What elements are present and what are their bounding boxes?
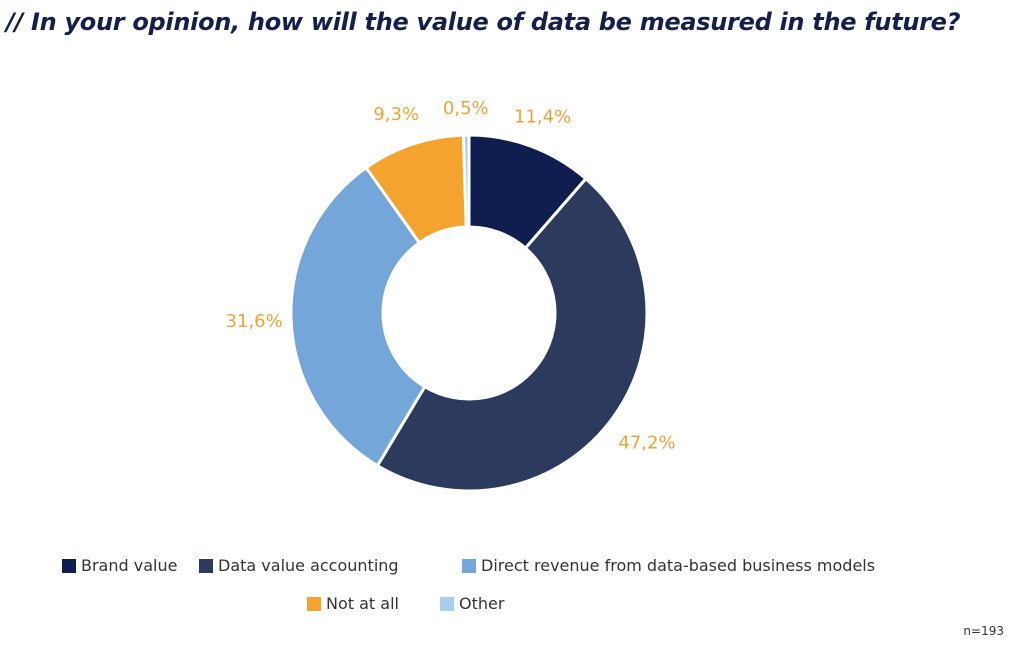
legend-swatch xyxy=(199,558,213,573)
data-label: 0,5% xyxy=(443,98,489,119)
data-label: 11,4% xyxy=(514,106,571,127)
legend-item: Other xyxy=(440,594,504,613)
data-label: 31,6% xyxy=(226,311,283,332)
data-label: 9,3% xyxy=(373,104,419,125)
slice-other xyxy=(461,133,471,229)
legend-item: Not at all xyxy=(307,594,399,613)
sample-size-label: n=193 xyxy=(963,624,1004,638)
legend-swatch xyxy=(62,558,76,573)
legend-item: Brand value xyxy=(62,556,177,575)
legend-label: Direct revenue from data-based business … xyxy=(481,556,876,575)
legend-item: Data value accounting xyxy=(199,556,399,575)
legend-label: Other xyxy=(459,594,505,613)
legend-swatch xyxy=(462,558,476,573)
legend-item: Direct revenue from data-based business … xyxy=(462,556,875,575)
legend-label: Not at all xyxy=(326,594,399,613)
legend-swatch xyxy=(307,596,321,611)
slice-direct-revenue-from-data-based-business-models xyxy=(289,165,427,468)
legend-swatch xyxy=(440,596,454,611)
slice-data-value-accounting xyxy=(375,176,649,493)
data-label: 47,2% xyxy=(618,432,675,453)
chart-title: // In your opinion, how will the value o… xyxy=(6,8,961,36)
legend-label: Data value accounting xyxy=(218,556,399,575)
legend-label: Brand value xyxy=(81,556,178,575)
